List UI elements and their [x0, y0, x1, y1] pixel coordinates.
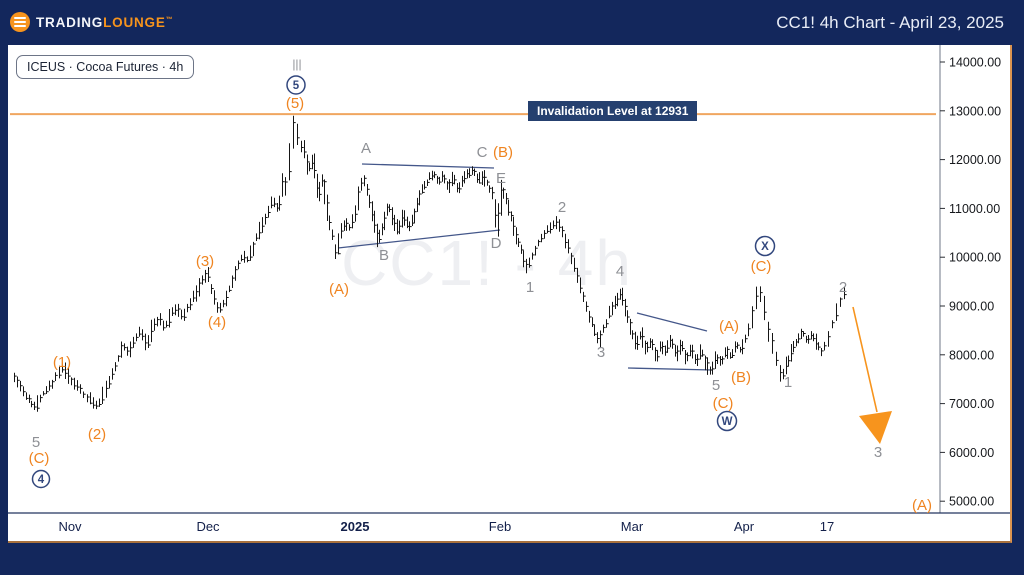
wave-label-gray: 3: [874, 444, 882, 461]
x-axis-tick-label: Apr: [734, 519, 755, 534]
wave-label-orange: (A): [719, 318, 739, 335]
chart-title: CC1! 4h Chart - April 23, 2025: [776, 12, 1004, 32]
y-axis-tick-label: 5000.00: [949, 495, 994, 509]
y-axis-tick-label: 14000.00: [949, 56, 1001, 70]
trendline: [627, 367, 713, 371]
tradinglounge-logo: TradingLounge™: [10, 12, 173, 32]
y-axis-tick-label: 11000.00: [949, 202, 1000, 216]
wave-label-circle: [286, 75, 306, 95]
wave-label-orange: (1): [53, 354, 71, 371]
wave-label-circled-text: 5: [293, 80, 300, 92]
symbol-box[interactable]: ICEUS · Cocoa Futures · 4h: [16, 55, 195, 79]
wave-label-orange: (5): [286, 95, 304, 112]
wave-label-orange: (4): [208, 314, 226, 331]
forecast-arrow-head: [859, 411, 892, 444]
top-bar: TradingLounge™ CC1! 4h Chart - April 23,…: [0, 0, 1024, 45]
wave-label-circle: [716, 410, 738, 432]
trendline: [636, 312, 708, 332]
wave-label-orange: (B): [731, 369, 751, 386]
wave-label-gray: D: [491, 235, 502, 252]
wave-label-orange: (2): [88, 426, 106, 443]
wave-label-circled-text: X: [761, 241, 769, 253]
wave-label-circled-text: 4: [38, 474, 45, 486]
y-axis-tick-label: 7000.00: [949, 397, 994, 411]
wave-label-gray: E: [496, 170, 506, 187]
wave-label-gray: 5: [712, 377, 720, 394]
invalidation-level-label: Invalidation Level at 12931: [528, 101, 698, 121]
wave-label-orange: (C): [751, 258, 772, 275]
wave-label-orange: (A): [912, 497, 932, 514]
wave-label-gray: 4: [616, 263, 624, 280]
y-axis-tick-label: 9000.00: [949, 300, 994, 314]
y-axis-tick-label: 10000.00: [949, 251, 1001, 265]
brand-text-trading: Trading: [36, 14, 104, 30]
y-axis-tick-label: 13000.00: [949, 104, 1001, 118]
wave-label-orange: (A): [329, 281, 349, 298]
wave-label-gray: 5: [32, 434, 40, 451]
wave-degree-mark: |||: [292, 57, 301, 71]
chart-watermark: CC1! - 4h: [341, 227, 633, 299]
wave-label-circle: [754, 235, 776, 257]
trademark-symbol: ™: [165, 16, 174, 23]
wave-label-gray: 2: [839, 279, 847, 296]
price-chart-canvas[interactable]: 14000.00 13000.00 12000.00 11000.00 10000.00…: [8, 45, 1010, 541]
chart-panel: CC1! - 4h 14000.00 13000.00 12000.00 11000.…: [8, 45, 1012, 543]
wave-label-orange: (C): [713, 395, 734, 412]
wave-label-gray: 3: [597, 344, 605, 361]
wave-label-gray: B: [379, 247, 389, 264]
brand-text: TradingLounge™: [36, 15, 173, 30]
x-axis-tick-label: Nov: [58, 519, 82, 534]
x-axis-tick-label: Mar: [621, 519, 644, 534]
wave-label-gray: A: [361, 140, 371, 157]
trendline: [361, 163, 495, 169]
wave-label-circle: [31, 469, 51, 489]
x-axis-tick-label: 17: [820, 519, 834, 534]
x-axis-tick-label: Dec: [196, 519, 220, 534]
wave-label-circled-text: W: [722, 416, 733, 428]
forecast-arrow-line: [852, 306, 878, 413]
y-axis-tick-label: 12000.00: [949, 153, 1001, 167]
trendline: [337, 229, 501, 249]
wave-label-orange: (B): [493, 144, 513, 161]
wave-label-gray: C: [477, 144, 488, 161]
wave-label-gray: 2: [558, 199, 566, 216]
wave-label-gray: 1: [526, 279, 534, 296]
tradinglounge-logo-icon: [10, 12, 30, 32]
wave-label-orange: (C): [29, 450, 50, 467]
y-axis-tick-label: 8000.00: [949, 348, 994, 362]
brand-text-lounge: Lounge: [103, 14, 166, 30]
x-axis-tick-label: Feb: [489, 519, 511, 534]
x-axis-tick-label: 2025: [341, 519, 370, 534]
y-axis-tick-label: 6000.00: [949, 446, 994, 460]
wave-label-gray: 1: [784, 374, 792, 391]
wave-label-orange: (3): [196, 253, 214, 270]
